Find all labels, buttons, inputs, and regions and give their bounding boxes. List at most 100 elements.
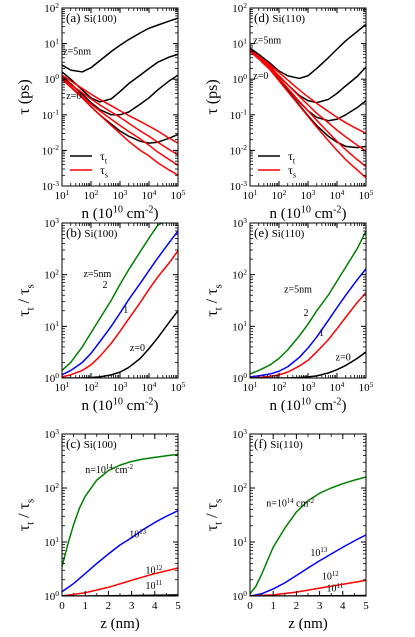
y-tick-label: 102​ [232,481,247,495]
x-tick-label: 105​ [171,188,186,202]
x-axis-label: z (nm) [100,616,140,632]
x-axis-label: n (1010​ cm-2​) [269,204,346,222]
series-group [62,17,178,176]
y-tick-label: 101​ [44,319,59,333]
x-ticks: 101​ 102​ 103​ 104​ 105​ [55,8,186,202]
x-tick-label: 0 [59,600,65,612]
curve-annotation: 1011​ [327,583,344,595]
y-ticks: 10-3​ 10-2​ 10-1​ 100​ 101​ 102​ [230,1,366,193]
series-line-3 [250,292,366,378]
y-tick-label: 100​ [232,371,247,385]
curve-annotation: 2 [103,280,108,291]
series-group [250,23,366,179]
x-tick-label: 105​ [359,380,374,394]
panel-a: 101​102​103​104​105​10-3​10-2​10-1​100​1… [16,1,186,222]
annotations: n=1014​ cm-2​ 1013​ 1012​ 1011​ [85,464,163,592]
y-tick-label: 100​ [44,72,59,86]
legend-label: τs​ [100,163,108,179]
y-tick-label: 102​ [232,1,247,15]
panel-label: (f) Si(110) [254,436,303,451]
y-ticks: 100​ 101​ 102​ 103​ [232,216,366,385]
series-line-6 [250,50,366,168]
y-tick-label: 102​ [44,481,59,495]
annotations: z=5nm z=0 [63,46,91,102]
x-tick-label: 103​ [301,188,316,202]
x-tick-label: 102​ [84,380,99,394]
curve-annotation: 1011​ [146,580,163,592]
y-tick-label: 101​ [232,535,247,549]
y-axis-label: τt​ / τs​ [204,499,225,532]
panel-label: (d) Si(110) [254,10,305,25]
panel-f: 0 1 2 3 4 5 100​ 101​ 102​ 103​ z (nm) τt​ / τs​ (f)… [204,427,369,632]
curve-annotation: 2 [304,308,309,319]
curve-annotation: z=5nm [63,46,91,57]
x-tick-label: 1 [82,600,88,612]
y-tick-label: 10-3​ [42,179,59,193]
curve-annotation: n=1014​ cm-2​ [85,464,133,476]
series-line-3 [62,74,178,116]
panel-label: (a) Si(100) [66,10,117,25]
x-ticks: 101​ 102​ 103​ 104​ 105​ [243,223,374,394]
series-line-1 [62,17,178,73]
panel-c: 0 1 2 3 4 5 100​ 101​ 102​ 103​ z (nm) τt​ / τs​ (c)… [16,427,181,632]
curve-annotation: z=0 [130,343,145,354]
material-label: Si(100) [84,439,117,451]
curve-annotation: z=0 [253,71,268,82]
x-tick-label: 5 [363,600,369,612]
series-line-2 [62,230,178,376]
y-tick-label: 102​ [44,267,59,281]
curve-annotation: 1013​ [310,547,327,559]
panel-label: (b) Si(100) [66,225,118,240]
x-ticks: 0 1 2 3 4 5 [59,434,181,612]
y-axis-label: τt​ / τs​ [204,284,225,317]
y-tick-label: 103​ [44,427,59,441]
legend-label: τt​ [288,149,296,165]
series-line-7 [62,77,178,156]
series-line-1 [250,23,366,80]
y-tick-label: 101​ [232,36,247,50]
material-label: Si(110) [270,439,303,451]
legend: τt​τs​ [70,149,108,179]
plot-frame [61,222,179,379]
curve-annotation: z=5nm [83,269,111,280]
y-axis-label: τt​ / τs​ [16,499,37,532]
series-line-2 [250,534,366,596]
x-tick-label: 103​ [301,380,316,394]
material-label: Si(110) [272,13,305,25]
curve-annotation: 1013​ [129,529,146,541]
x-ticks: 0 1 2 3 4 5 [247,434,369,612]
series-line-1 [250,230,366,375]
material-label: Si(110) [272,228,305,240]
series-line-7 [250,50,366,152]
series-line-1 [62,453,178,567]
y-tick-label: 103​ [232,427,247,441]
y-tick-label: 100​ [232,589,247,603]
x-tick-label: 4 [152,600,158,612]
series-line-1 [250,476,366,595]
legend-label: τt​ [100,149,108,165]
x-tick-label: 3 [129,600,135,612]
annotations: z=5nm z=0 [253,36,281,83]
x-axis-label: z (nm) [288,616,328,632]
x-tick-label: 5 [175,600,181,612]
y-tick-label: 101​ [232,319,247,333]
legend-label: τs​ [288,163,296,179]
x-tick-label: 104​ [330,188,345,202]
series-line-3 [250,579,366,596]
material-label: Si(100) [84,13,117,25]
curve-annotation: z=0 [336,352,351,363]
series-group [250,476,366,596]
x-tick-label: 104​ [142,188,157,202]
curve-annotation: 1012​ [146,565,163,577]
x-tick-label: 101​ [243,380,258,394]
x-tick-label: 103​ [113,188,128,202]
x-tick-label: 103​ [113,380,128,394]
series-line-8 [250,49,366,135]
x-tick-label: 104​ [142,380,157,394]
x-tick-label: 3 [317,600,323,612]
y-tick-label: 103​ [44,216,59,230]
curve-annotation: 1 [319,328,324,339]
series-line-3 [62,250,178,378]
